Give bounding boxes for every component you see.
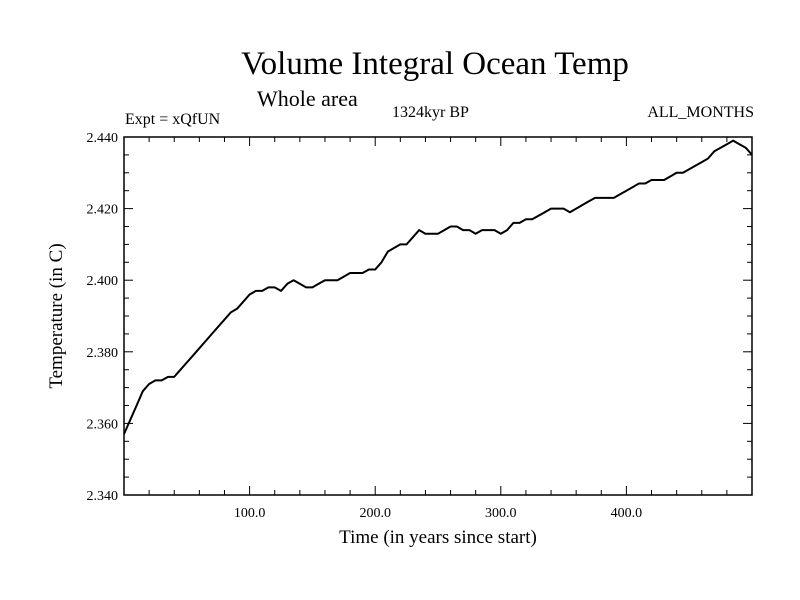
y-tick-labels: 2.340 2.360 2.380 2.400 2.420 2.440 <box>87 131 119 504</box>
y-axis-label: Temperature (in C) <box>46 243 67 388</box>
x-tick-label: 100.0 <box>234 506 266 521</box>
x-tick-labels: 100.0 200.0 300.0 400.0 <box>234 506 642 521</box>
y-tick-label: 2.440 <box>87 131 119 146</box>
experiment-label: Expt = xQfUN <box>125 111 221 128</box>
period-label: 1324kyr BP <box>392 104 469 121</box>
x-tick-label: 400.0 <box>611 506 643 521</box>
series-line <box>123 139 753 435</box>
x-tick-label: 300.0 <box>485 506 517 521</box>
chart-title: Volume Integral Ocean Temp <box>241 46 629 82</box>
x-tick-label: 200.0 <box>359 506 391 521</box>
y-tick-label: 2.360 <box>87 417 119 432</box>
y-tick-label: 2.380 <box>87 346 119 361</box>
plot-frame <box>123 136 753 496</box>
x-axis-label: Time (in years since start) <box>339 527 537 548</box>
y-tick-label: 2.400 <box>87 274 119 289</box>
y-tick-label: 2.340 <box>87 489 119 504</box>
months-label: ALL_MONTHS <box>647 104 754 121</box>
tick-marks <box>124 137 752 495</box>
y-tick-label: 2.420 <box>87 203 119 218</box>
chart-subtitle: Whole area <box>257 86 358 111</box>
